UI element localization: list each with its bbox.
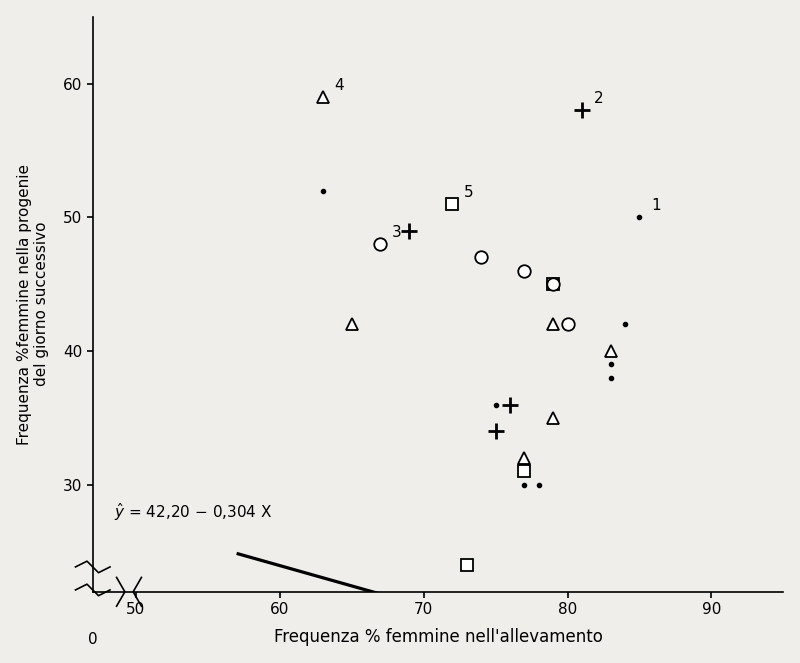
Text: 4: 4 — [334, 78, 344, 93]
Text: 2: 2 — [594, 91, 603, 106]
Text: 5: 5 — [464, 185, 474, 200]
Text: 3: 3 — [392, 225, 402, 240]
Text: 1: 1 — [651, 198, 661, 213]
Text: $\hat{y}$ = 42,20 − 0,304 X: $\hat{y}$ = 42,20 − 0,304 X — [114, 501, 273, 523]
X-axis label: Frequenza % femmine nell'allevamento: Frequenza % femmine nell'allevamento — [274, 629, 602, 646]
Y-axis label: Frequenza %femmine nella progenie
del giorno successivo: Frequenza %femmine nella progenie del gi… — [17, 164, 49, 445]
Text: 0: 0 — [88, 632, 98, 647]
